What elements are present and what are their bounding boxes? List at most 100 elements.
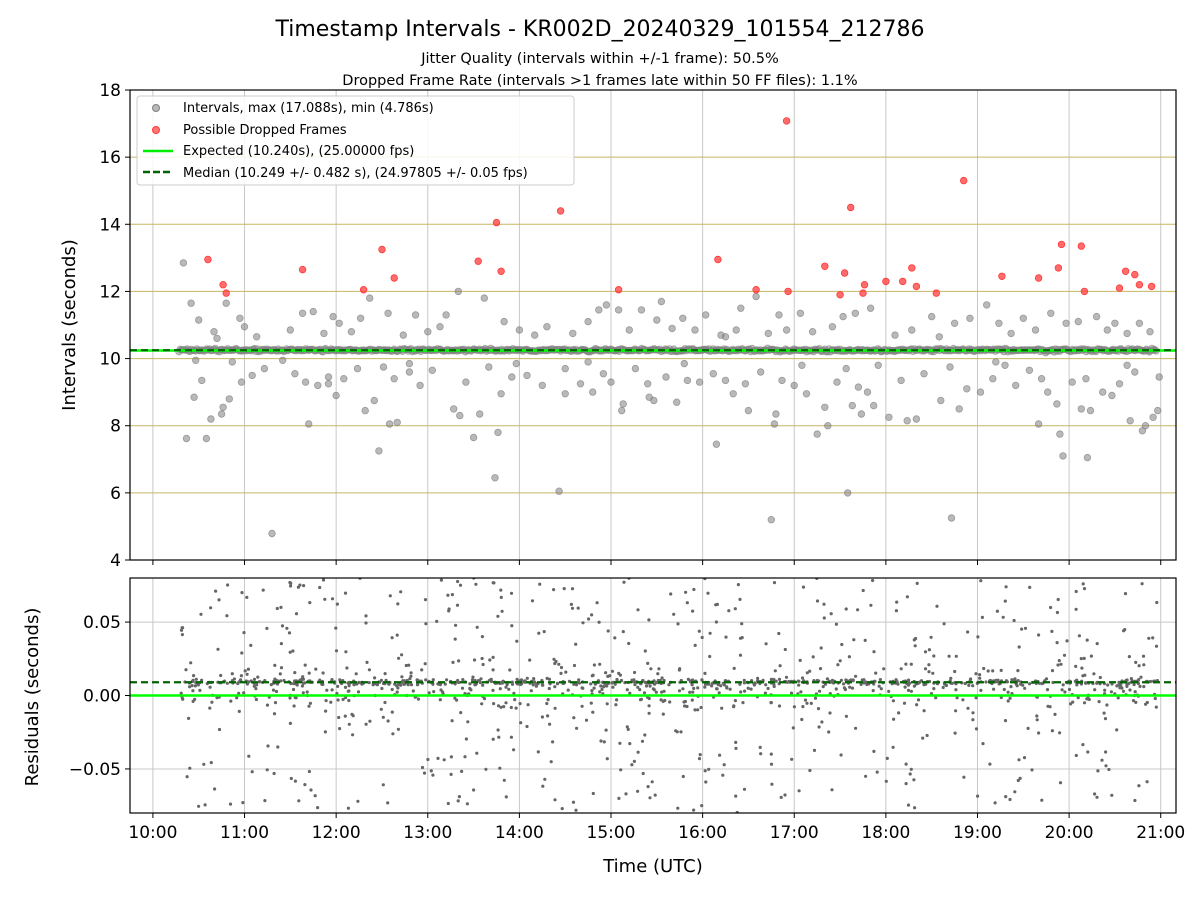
residual-point — [615, 698, 619, 702]
interval-point — [1074, 317, 1082, 326]
residual-point — [1081, 582, 1085, 586]
residual-point — [597, 620, 601, 624]
residual-point — [321, 682, 325, 687]
residual-point — [513, 698, 517, 702]
interval-point — [1108, 391, 1116, 400]
interval-point — [450, 405, 458, 413]
residual-point — [307, 671, 311, 675]
residual-point — [468, 686, 472, 691]
residual-point — [509, 591, 514, 595]
residual-point — [698, 753, 702, 757]
legend-label-expected: Expected (10.240s), (25.00000 fps) — [183, 144, 414, 159]
residual-point — [512, 691, 516, 696]
residual-point — [242, 631, 246, 635]
residual-point — [817, 725, 821, 729]
interval-point — [1126, 417, 1134, 425]
residual-point — [618, 673, 623, 677]
residual-point — [1093, 792, 1097, 796]
residual-point — [288, 650, 292, 654]
residual-point — [628, 691, 632, 695]
residual-point — [1155, 600, 1159, 605]
residual-point — [1006, 699, 1010, 703]
residual-point — [914, 636, 918, 641]
residual-point — [590, 613, 594, 617]
residual-point — [859, 682, 863, 687]
residual-point — [214, 589, 218, 593]
residual-point — [913, 644, 917, 648]
interval-point — [673, 398, 681, 406]
residual-point — [1056, 597, 1060, 602]
residual-point — [763, 691, 768, 695]
interval-point — [222, 299, 230, 307]
residual-point — [644, 684, 649, 688]
intervals-y-tick-label: 12 — [99, 282, 121, 302]
residual-point — [294, 612, 299, 616]
interval-point — [757, 368, 765, 376]
residual-point — [692, 686, 696, 691]
intervals-y-ticks: 4 6 8 10 12 14 16 18 — [99, 81, 130, 571]
residual-point — [525, 724, 529, 729]
interval-point — [695, 378, 704, 386]
residual-point — [714, 603, 718, 607]
residual-point — [314, 667, 318, 671]
residual-point — [657, 667, 661, 671]
residual-point — [217, 598, 221, 602]
residual-point — [480, 635, 484, 639]
interval-point — [839, 312, 847, 321]
residual-point — [569, 602, 574, 607]
residual-point — [912, 684, 917, 688]
residual-point — [367, 681, 371, 685]
residual-point — [633, 670, 637, 675]
residual-point — [871, 689, 875, 693]
interval-point — [194, 316, 203, 324]
interval-point — [202, 434, 211, 443]
residual-point — [1035, 714, 1039, 718]
residual-point — [707, 767, 711, 771]
residual-point — [703, 769, 707, 773]
residual-point — [1026, 726, 1030, 731]
interval-point — [291, 370, 299, 378]
interval-point — [236, 314, 244, 322]
interval-point — [668, 324, 676, 333]
residual-point — [441, 690, 445, 694]
residual-point — [921, 736, 925, 740]
interval-point — [179, 259, 188, 267]
residual-point — [966, 630, 970, 634]
residual-point — [974, 696, 978, 700]
residual-point — [801, 585, 806, 589]
interval-point — [1019, 314, 1027, 322]
residual-point — [828, 711, 832, 715]
residual-point — [257, 680, 261, 684]
residual-point — [584, 718, 589, 722]
residual-point — [1060, 688, 1064, 692]
residual-point — [909, 767, 913, 771]
residual-point — [769, 752, 773, 756]
interval-point — [1037, 375, 1046, 383]
interval-point — [182, 434, 191, 443]
residual-point — [272, 771, 276, 776]
residual-point — [693, 708, 697, 712]
residual-point — [714, 620, 719, 624]
interval-point — [729, 390, 737, 398]
residual-point — [1133, 798, 1137, 803]
residual-point — [873, 679, 877, 684]
residual-point — [209, 761, 213, 765]
residual-point — [263, 799, 267, 803]
residual-point — [307, 704, 311, 708]
residual-point — [356, 690, 361, 694]
residual-point — [875, 770, 879, 774]
residual-point — [1087, 697, 1091, 702]
residual-point — [293, 671, 297, 675]
residual-point — [856, 608, 860, 612]
interval-point — [500, 317, 508, 326]
residual-point — [690, 683, 694, 687]
residual-point — [209, 606, 213, 610]
residual-point — [577, 681, 582, 685]
residual-point — [481, 662, 485, 667]
residual-point — [396, 602, 400, 606]
residual-point — [1074, 607, 1078, 611]
residual-point — [504, 795, 508, 799]
residual-point — [871, 578, 875, 583]
residual-point — [279, 605, 283, 610]
residual-point — [779, 795, 783, 800]
